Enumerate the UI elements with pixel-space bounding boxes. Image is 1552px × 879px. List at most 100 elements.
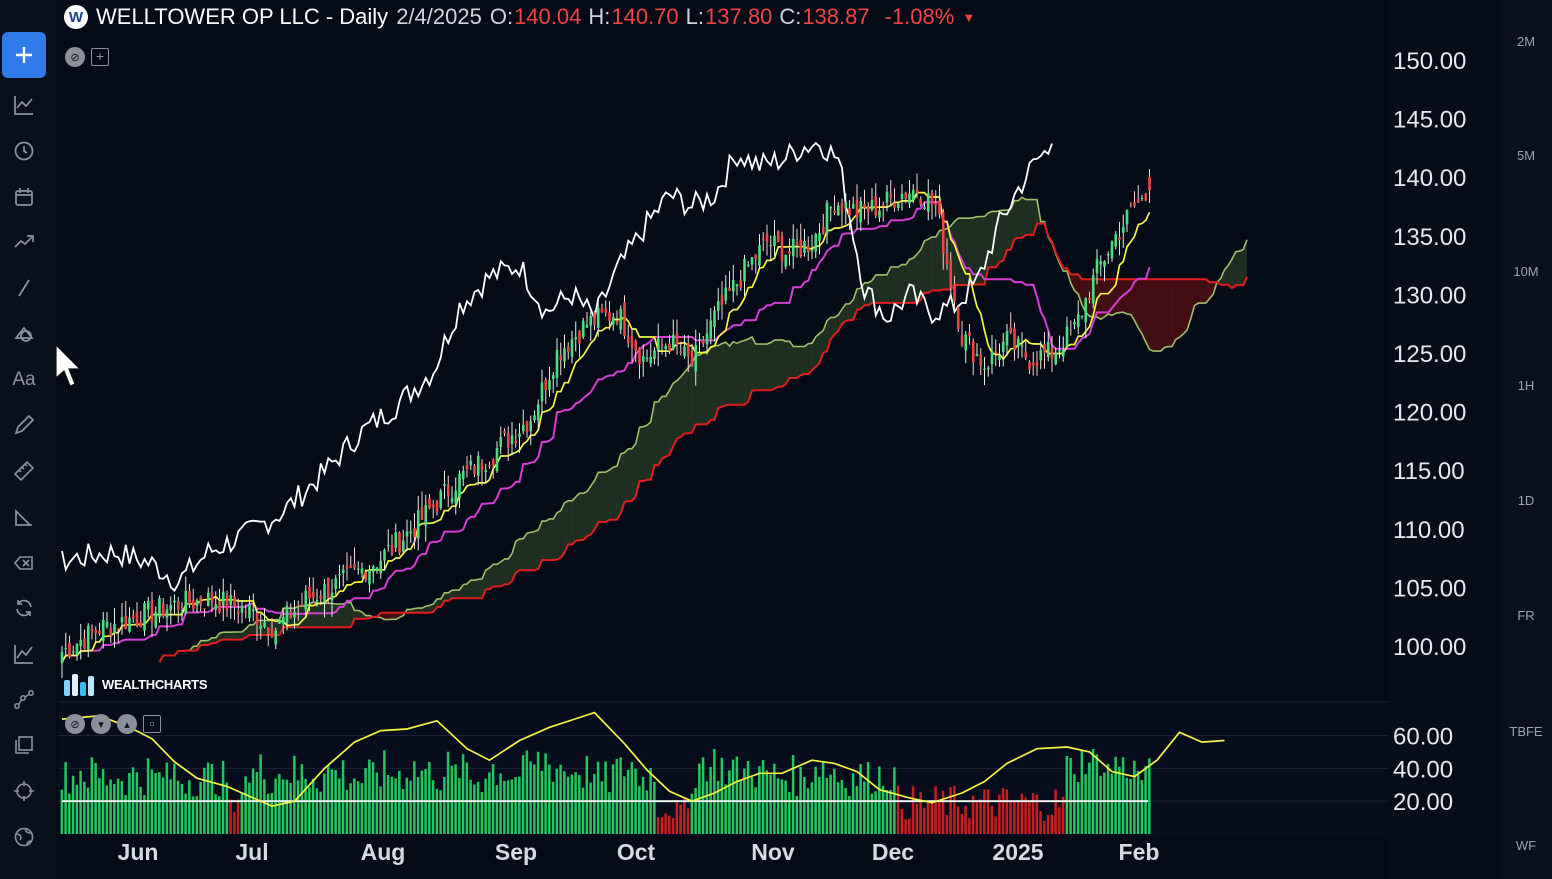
globe-tool-button[interactable] <box>4 817 44 857</box>
volume-histogram-bar <box>263 779 266 834</box>
candle-body <box>1013 328 1016 351</box>
timeframe-2m[interactable]: 2M <box>1516 34 1536 49</box>
volume-histogram-bar <box>1088 762 1091 834</box>
candle-body <box>1118 237 1121 240</box>
volume-histogram-bar <box>308 787 311 834</box>
candle-body <box>345 565 349 569</box>
candle-body <box>518 433 521 438</box>
volume-histogram-bar <box>769 774 772 834</box>
volume-histogram-bar <box>435 788 439 834</box>
timeframe-fr[interactable]: FR <box>1517 608 1535 623</box>
kumo-cloud-segment <box>1228 259 1232 289</box>
expand-icon[interactable]: + <box>91 48 109 66</box>
eraser-tool-button[interactable] <box>4 543 44 583</box>
candle-body <box>105 622 109 627</box>
volume-histogram-bar <box>690 793 694 834</box>
line-tool-button[interactable] <box>4 268 44 308</box>
candle-body <box>998 356 1001 361</box>
kumo-cloud-segment <box>429 604 434 613</box>
volume-histogram-bar <box>446 751 450 834</box>
candle-body <box>1144 193 1148 201</box>
kumo-cloud-segment <box>1018 197 1022 238</box>
volume-histogram-bar <box>94 763 97 834</box>
candle-body <box>983 368 986 370</box>
volume-histogram-bar <box>975 800 979 834</box>
candle-body <box>398 532 401 554</box>
timeframe-wf[interactable]: WF <box>1515 838 1537 853</box>
volume-histogram-bar <box>791 754 795 834</box>
line-chart-tool-button[interactable] <box>4 634 44 674</box>
kumo-cloud-segment <box>1074 274 1079 295</box>
candle-body <box>1080 315 1084 317</box>
candle-body <box>818 232 821 241</box>
symbol-name[interactable]: WELLTOWER OP LLC - Daily <box>96 4 389 29</box>
candle-body <box>465 465 469 469</box>
expand-indicator-icon[interactable]: ▴ <box>117 714 137 734</box>
hide-indicator-icon[interactable]: ⊘ <box>65 714 85 734</box>
kumo-cloud-segment <box>320 603 325 628</box>
volume-histogram-bar <box>536 751 540 834</box>
volume-histogram-bar <box>383 750 386 834</box>
crosshair-tool-button[interactable] <box>4 771 44 811</box>
candle-body <box>1001 341 1005 352</box>
volume-histogram-bar <box>165 762 169 834</box>
candle-body <box>893 202 896 208</box>
trend-icon <box>14 235 34 248</box>
layers-tool-button[interactable] <box>4 725 44 765</box>
collapse-indicator-icon[interactable]: ▾ <box>91 714 111 734</box>
timeframe-1d[interactable]: 1D <box>1517 493 1535 508</box>
oscillator-tick-label: 40.00 <box>1393 756 1453 783</box>
volume-histogram-bar <box>900 809 904 834</box>
volume-histogram-bar <box>375 772 379 834</box>
timeframe-1h[interactable]: 1H <box>1517 378 1535 393</box>
kumo-cloud-segment <box>722 342 726 407</box>
candle-body <box>1058 349 1061 352</box>
volume-histogram-bar <box>705 781 709 834</box>
text-tool-button[interactable]: Aa <box>4 360 44 400</box>
volume-histogram-bar <box>1005 789 1009 834</box>
refresh-tool-button[interactable] <box>4 588 44 628</box>
volume-histogram-bar <box>664 813 667 834</box>
measure-tool-button[interactable] <box>4 497 44 537</box>
volume-histogram-bar <box>311 778 315 834</box>
volume-histogram-bar <box>518 776 521 834</box>
candle-body <box>821 227 825 234</box>
clock-tool-button[interactable] <box>4 131 44 171</box>
axis-layer: 150.00 145.00 140.00 135.00 130.00 125.00 120.… <box>118 48 1467 865</box>
candle-body <box>1050 347 1054 359</box>
timeframe-10m[interactable]: 10M <box>1513 264 1539 279</box>
indicators-tool-button[interactable] <box>4 85 44 125</box>
timeframe-5m[interactable]: 5M <box>1516 148 1536 163</box>
shapes-tool-button[interactable] <box>4 314 44 354</box>
volume-histogram-bar <box>656 817 660 834</box>
volume-histogram-bar <box>761 759 765 834</box>
timeframe-tbfe[interactable]: TBFE <box>1509 724 1543 739</box>
kumo-cloud-segment <box>1003 209 1007 261</box>
measure-icon <box>15 508 33 526</box>
kumo-cloud-segment <box>845 303 850 321</box>
maximize-indicator-icon[interactable]: ▫ <box>143 715 161 733</box>
candle-body <box>536 404 540 421</box>
add-tool-button[interactable] <box>2 32 46 78</box>
price-tick-label: 130.00 <box>1393 282 1466 309</box>
kumo-cloud-segment <box>898 264 902 303</box>
candle-body <box>608 312 611 321</box>
pencil-tool-button[interactable] <box>4 405 44 445</box>
volume-histogram-bar <box>469 779 472 834</box>
ruler-tool-button[interactable] <box>4 451 44 491</box>
nodes-tool-button[interactable] <box>4 680 44 720</box>
candle-body <box>1121 226 1125 233</box>
candle-body <box>386 544 390 547</box>
candle-body <box>788 251 791 255</box>
calendar-tool-button[interactable] <box>4 177 44 217</box>
candle-body <box>169 604 173 610</box>
kumo-cloud-segment <box>463 584 467 599</box>
trend-tool-button[interactable] <box>4 222 44 262</box>
volume-histogram-bar <box>454 764 457 834</box>
kumo-cloud-segment <box>549 518 554 560</box>
candle-body <box>1129 205 1133 207</box>
kumo-cloud-segment <box>590 480 595 535</box>
settings-toggle-icon[interactable]: ⊘ <box>65 47 85 67</box>
volume-histogram-bar <box>506 780 510 834</box>
